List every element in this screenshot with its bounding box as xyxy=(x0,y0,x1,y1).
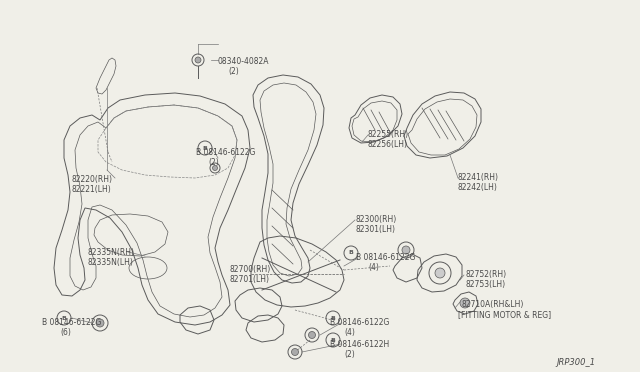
Text: 82335N(RH): 82335N(RH) xyxy=(88,248,135,257)
Text: 82255(RH): 82255(RH) xyxy=(368,130,409,139)
Text: B: B xyxy=(203,145,207,151)
Text: (2): (2) xyxy=(344,350,355,359)
Text: [FITTING MOTOR & REG]: [FITTING MOTOR & REG] xyxy=(458,310,551,319)
Text: 82256(LH): 82256(LH) xyxy=(368,140,408,149)
Text: (4): (4) xyxy=(368,263,379,272)
Text: 82301(LH): 82301(LH) xyxy=(355,225,395,234)
Text: 82710A(RH&LH): 82710A(RH&LH) xyxy=(462,300,524,309)
Circle shape xyxy=(402,246,410,254)
Text: (2): (2) xyxy=(228,67,239,76)
Text: 82300(RH): 82300(RH) xyxy=(355,215,396,224)
Text: B: B xyxy=(61,315,67,321)
Circle shape xyxy=(291,349,298,356)
Text: JRP300_1: JRP300_1 xyxy=(556,358,595,367)
Text: 08340-4082A: 08340-4082A xyxy=(218,57,269,66)
Circle shape xyxy=(96,319,104,327)
Circle shape xyxy=(308,331,316,339)
Text: 82335N(LH): 82335N(LH) xyxy=(88,258,134,267)
Text: B: B xyxy=(331,315,335,321)
Text: 82700(RH): 82700(RH) xyxy=(230,265,271,274)
Text: B: B xyxy=(349,250,353,256)
Text: 82242(LH): 82242(LH) xyxy=(458,183,498,192)
Text: B 08146-6122G: B 08146-6122G xyxy=(356,253,415,262)
Circle shape xyxy=(195,57,201,63)
Text: 82753(LH): 82753(LH) xyxy=(465,280,505,289)
Text: 82241(RH): 82241(RH) xyxy=(458,173,499,182)
Circle shape xyxy=(435,268,445,278)
Text: B 08146-6122G: B 08146-6122G xyxy=(42,318,101,327)
Text: 82220(RH): 82220(RH) xyxy=(72,175,113,184)
Text: B 08146-6122G: B 08146-6122G xyxy=(196,148,255,157)
Circle shape xyxy=(212,166,218,170)
Text: B 08146-6122G: B 08146-6122G xyxy=(330,318,389,327)
Text: 82701(LH): 82701(LH) xyxy=(230,275,270,284)
Text: 82752(RH): 82752(RH) xyxy=(465,270,506,279)
Text: (2): (2) xyxy=(208,158,219,167)
Text: B 08146-6122H: B 08146-6122H xyxy=(330,340,389,349)
Text: B: B xyxy=(331,337,335,343)
Text: 82221(LH): 82221(LH) xyxy=(72,185,112,194)
Text: (4): (4) xyxy=(344,328,355,337)
Text: (6): (6) xyxy=(60,328,71,337)
Circle shape xyxy=(460,298,470,308)
